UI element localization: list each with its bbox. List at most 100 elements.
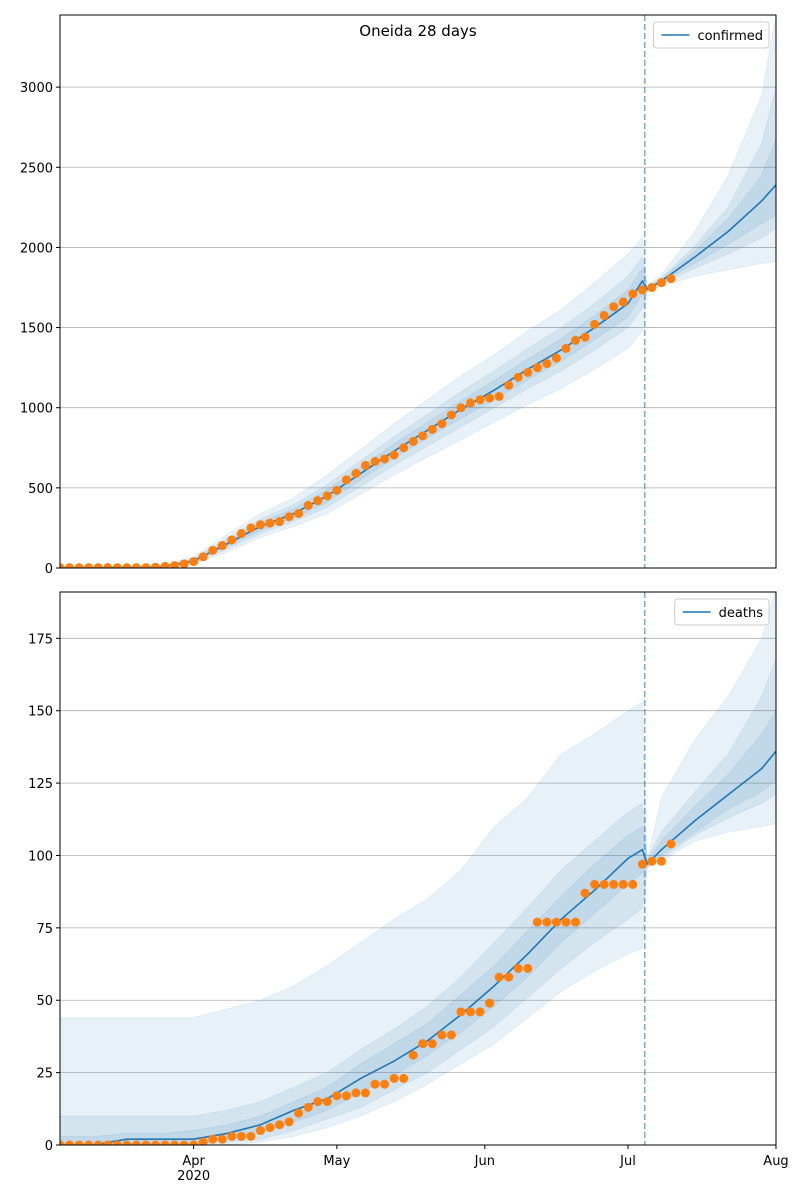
observed-point [93,1140,103,1145]
x-tick-label: Jun [474,1154,495,1169]
observed-point [112,1140,122,1145]
observed-point [255,1126,265,1136]
legend-box [652,21,770,49]
observed-point [446,410,456,420]
observed-point [513,963,523,973]
observed-point [418,431,428,441]
band [60,592,776,1145]
observed-point [198,552,208,562]
legend-label: deaths [719,606,764,621]
observed-point [637,859,647,869]
legend-label: confirmed [697,29,763,44]
observed-point [618,879,628,889]
observed-point [446,1030,456,1040]
y-tick-label: 50 [36,994,53,1009]
observed-point [380,1079,390,1089]
observed-point [418,1039,428,1049]
observed-point [303,1102,313,1112]
observed-point [275,517,285,527]
observed-point [93,563,103,568]
observed-point [532,917,542,927]
observed-point [284,1117,294,1127]
y-tick-label: 125 [28,777,53,792]
observed-point [294,1108,304,1118]
observed-point [485,393,495,403]
observed-point [590,879,600,889]
observed-point [341,475,351,485]
observed-point [370,456,380,466]
y-tick-label: 0 [45,562,53,577]
observed-point [475,395,485,405]
observed-point [131,563,141,568]
observed-point [275,1120,285,1130]
y-tick-label: 75 [36,922,53,937]
observed-point [466,1007,476,1017]
observed-point [131,1140,141,1145]
observed-point [380,454,390,464]
observed-point [141,1140,151,1145]
observed-point [332,485,342,495]
observed-point [189,1140,199,1145]
observed-point [150,1140,160,1145]
observed-point [618,297,628,307]
observed-point [236,1131,246,1141]
legend-box [674,598,770,626]
observed-point [628,289,638,299]
y-tick-label: 2000 [20,241,53,256]
chart-title: Oneida 28 days [359,22,477,40]
observed-point [150,562,160,568]
observed-point [122,1140,132,1145]
band [60,658,776,1145]
observed-point [84,563,94,568]
observed-point [65,563,75,568]
observed-point [427,1039,437,1049]
observed-point [351,468,361,478]
observed-point [103,563,113,568]
observed-point [227,535,237,545]
observed-point [408,436,418,446]
y-tick-label: 100 [28,849,53,864]
observed-point [427,424,437,434]
observed-point [246,523,256,533]
observed-point [84,1140,94,1145]
observed-point [103,1140,113,1145]
x-tick-label: Apr 2020 [177,1154,210,1184]
y-tick-label: 0 [45,1139,53,1154]
observed-point [179,1140,189,1145]
observed-point [513,372,523,382]
observed-point [637,285,647,295]
observed-point [208,545,218,555]
axes-frame [59,591,777,1146]
observed-point [208,1134,218,1144]
observed-point [399,443,409,453]
x-tick-label: May [323,1154,350,1169]
observed-point [408,1050,418,1060]
axes: 0 500 1000 1500 2000 2500 3000 Oneida 28 days co… [20,14,777,577]
observed-point [360,460,370,470]
y-tick-label: 2500 [20,161,53,176]
observed-point [198,1137,208,1145]
y-tick-label: 1000 [20,402,53,417]
observed-point [504,972,514,982]
observed-point [141,563,151,568]
observed-point [580,332,590,342]
band [60,138,776,568]
observed-point [265,1123,275,1133]
observed-point [523,963,533,973]
axes-frame [59,14,777,569]
observed-point [217,541,227,551]
observed-point [628,879,638,889]
observed-point [217,1134,227,1144]
y-tick-label: 150 [28,705,53,720]
plot-area [60,15,776,568]
observed-point [580,888,590,898]
observed-point [294,509,304,519]
observed-point [551,353,561,363]
y-tick-label: 175 [28,632,53,647]
observed-point [227,1131,237,1141]
observed-point [170,561,180,568]
observed-point [284,512,294,522]
observed-point [246,1131,256,1141]
